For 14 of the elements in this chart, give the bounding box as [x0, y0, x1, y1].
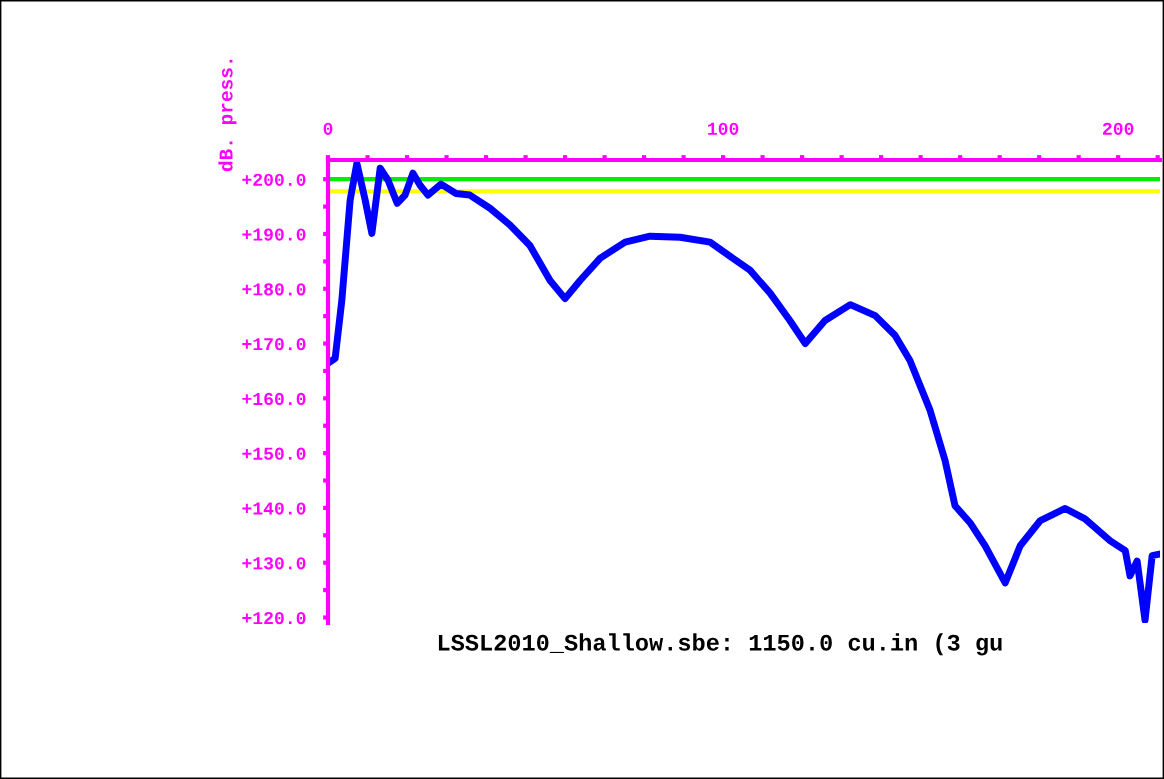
- x-tick-label: 200: [1102, 122, 1134, 135]
- y-tick-label: +200.0: [242, 173, 306, 186]
- x-tick-label: 100: [708, 122, 739, 135]
- y-tick-label: +130.0: [242, 557, 306, 570]
- y-tick-label: +180.0: [242, 283, 306, 296]
- x-tick-label: 0: [323, 122, 333, 135]
- y-tick-label: +170.0: [242, 338, 306, 351]
- y-axis-title: dB. press.: [218, 59, 237, 172]
- y-tick-label: +190.0: [242, 228, 306, 241]
- y-tick-label: +140.0: [242, 502, 306, 515]
- y-tick-label: +150.0: [242, 447, 306, 460]
- text: LSSL2010_Shallow.sbe: 1150.0 cu.in (3 gu: [438, 633, 1002, 656]
- y-tick-label: +160.0: [242, 392, 306, 406]
- y-tick-label: +120.0: [242, 611, 306, 625]
